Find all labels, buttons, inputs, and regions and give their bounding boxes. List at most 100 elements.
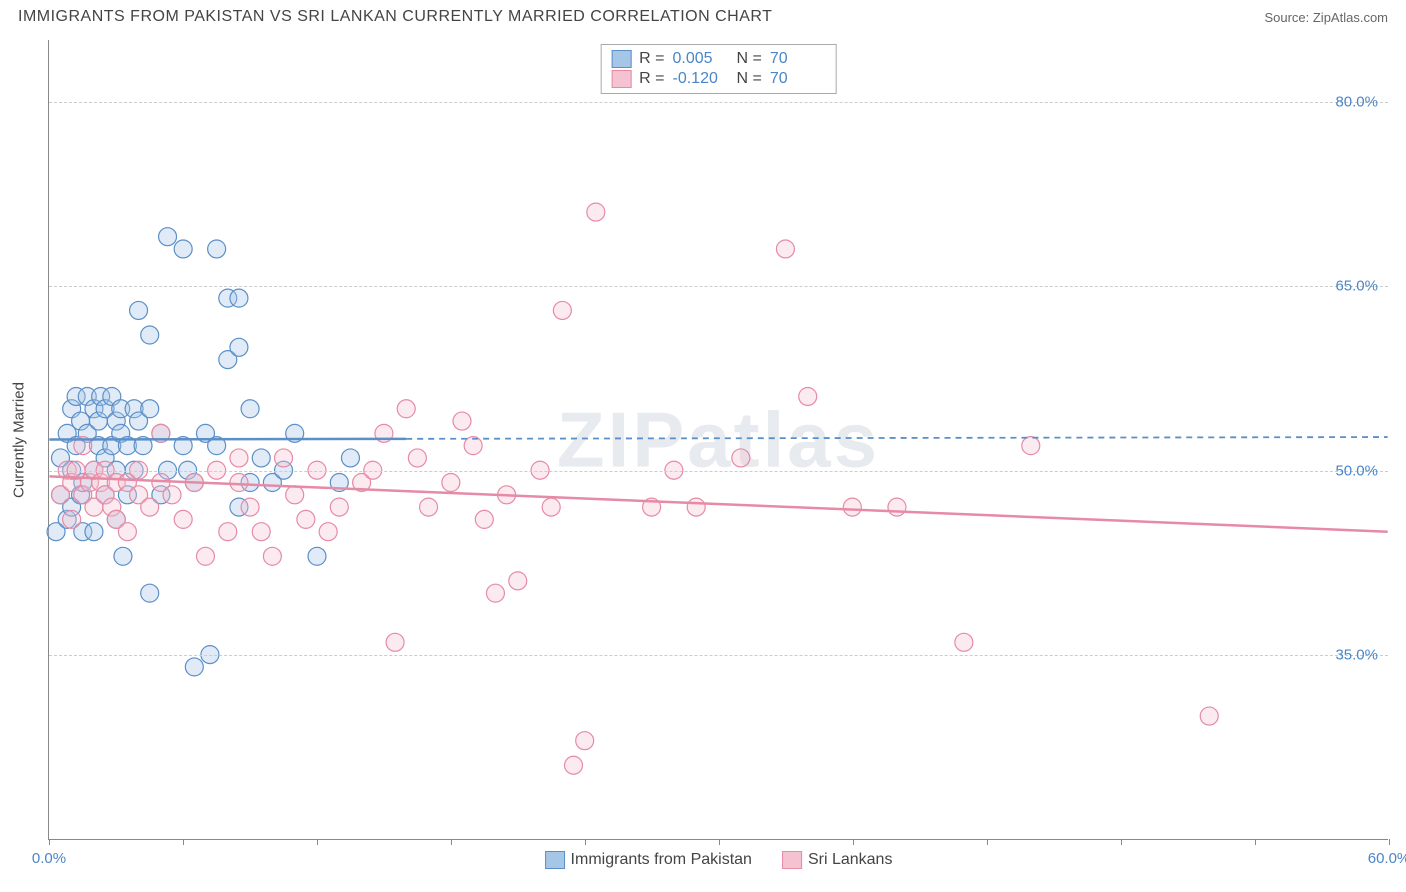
data-point <box>230 338 248 356</box>
x-tick <box>1121 839 1122 845</box>
data-point <box>420 498 438 516</box>
x-tick <box>719 839 720 845</box>
data-point <box>141 584 159 602</box>
legend-label-1: Sri Lankans <box>808 851 893 869</box>
data-point <box>252 449 270 467</box>
data-point <box>319 523 337 541</box>
data-point <box>118 523 136 541</box>
y-tick-label: 80.0% <box>1335 93 1378 110</box>
chart-plot-area: Currently Married ZIPatlas R = 0.005 N =… <box>48 40 1388 840</box>
data-point <box>174 240 192 258</box>
n-value-1: 70 <box>770 70 826 88</box>
r-label: R = <box>639 50 664 68</box>
data-point <box>141 326 159 344</box>
r-value-0: 0.005 <box>673 50 729 68</box>
swatch-series-1 <box>611 70 631 88</box>
stats-legend: R = 0.005 N = 70 R = -0.120 N = 70 <box>600 44 837 94</box>
data-point <box>163 486 181 504</box>
data-point <box>159 228 177 246</box>
data-point <box>308 547 326 565</box>
data-point <box>63 510 81 528</box>
x-tick <box>585 839 586 845</box>
data-point <box>509 572 527 590</box>
data-point <box>475 510 493 528</box>
data-point <box>732 449 750 467</box>
x-tick-label: 60.0% <box>1368 850 1406 867</box>
x-tick <box>987 839 988 845</box>
data-point <box>486 584 504 602</box>
n-label: N = <box>737 70 762 88</box>
data-point <box>408 449 426 467</box>
x-tick <box>1389 839 1390 845</box>
data-point <box>230 449 248 467</box>
chart-title: IMMIGRANTS FROM PAKISTAN VS SRI LANKAN C… <box>18 8 772 26</box>
data-point <box>843 498 861 516</box>
x-tick <box>451 839 452 845</box>
data-point <box>776 240 794 258</box>
data-point <box>185 658 203 676</box>
data-point <box>297 510 315 528</box>
data-point <box>286 486 304 504</box>
data-point <box>196 547 214 565</box>
data-point <box>219 523 237 541</box>
data-point <box>208 240 226 258</box>
data-point <box>1200 707 1218 725</box>
data-point <box>553 301 571 319</box>
x-tick <box>49 839 50 845</box>
legend-swatch-0 <box>545 851 565 869</box>
data-point <box>85 523 103 541</box>
stats-row-series-1: R = -0.120 N = 70 <box>611 69 826 89</box>
data-point <box>114 547 132 565</box>
data-point <box>230 474 248 492</box>
data-point <box>275 449 293 467</box>
legend-item-1: Sri Lankans <box>782 851 893 869</box>
data-point <box>565 756 583 774</box>
data-point <box>241 498 259 516</box>
data-point <box>587 203 605 221</box>
y-axis-label: Currently Married <box>11 382 28 498</box>
gridline <box>49 655 1388 656</box>
data-point <box>542 498 560 516</box>
data-point <box>341 449 359 467</box>
gridline <box>49 471 1388 472</box>
data-point <box>252 523 270 541</box>
data-point <box>1022 437 1040 455</box>
data-point <box>453 412 471 430</box>
n-value-0: 70 <box>770 50 826 68</box>
y-tick-label: 65.0% <box>1335 278 1378 295</box>
data-point <box>130 301 148 319</box>
x-tick <box>183 839 184 845</box>
gridline <box>49 286 1388 287</box>
data-point <box>174 510 192 528</box>
legend-swatch-1 <box>782 851 802 869</box>
n-label: N = <box>737 50 762 68</box>
x-tick <box>317 839 318 845</box>
data-point <box>330 498 348 516</box>
trend-line <box>49 439 406 440</box>
data-point <box>141 400 159 418</box>
data-point <box>241 400 259 418</box>
r-label: R = <box>639 70 664 88</box>
trend-line-extrapolated <box>406 437 1387 439</box>
data-point <box>888 498 906 516</box>
data-point <box>386 633 404 651</box>
data-point <box>576 732 594 750</box>
source-label: Source: ZipAtlas.com <box>1264 10 1388 25</box>
x-tick <box>853 839 854 845</box>
r-value-1: -0.120 <box>673 70 729 88</box>
data-point <box>955 633 973 651</box>
stats-row-series-0: R = 0.005 N = 70 <box>611 49 826 69</box>
y-tick-label: 35.0% <box>1335 647 1378 664</box>
gridline <box>49 102 1388 103</box>
swatch-series-0 <box>611 50 631 68</box>
series-legend: Immigrants from Pakistan Sri Lankans <box>545 851 893 869</box>
data-point <box>442 474 460 492</box>
legend-item-0: Immigrants from Pakistan <box>545 851 752 869</box>
legend-label-0: Immigrants from Pakistan <box>571 851 752 869</box>
data-point <box>687 498 705 516</box>
x-tick <box>1255 839 1256 845</box>
data-point <box>230 289 248 307</box>
data-point <box>263 547 281 565</box>
data-point <box>397 400 415 418</box>
data-point <box>141 498 159 516</box>
